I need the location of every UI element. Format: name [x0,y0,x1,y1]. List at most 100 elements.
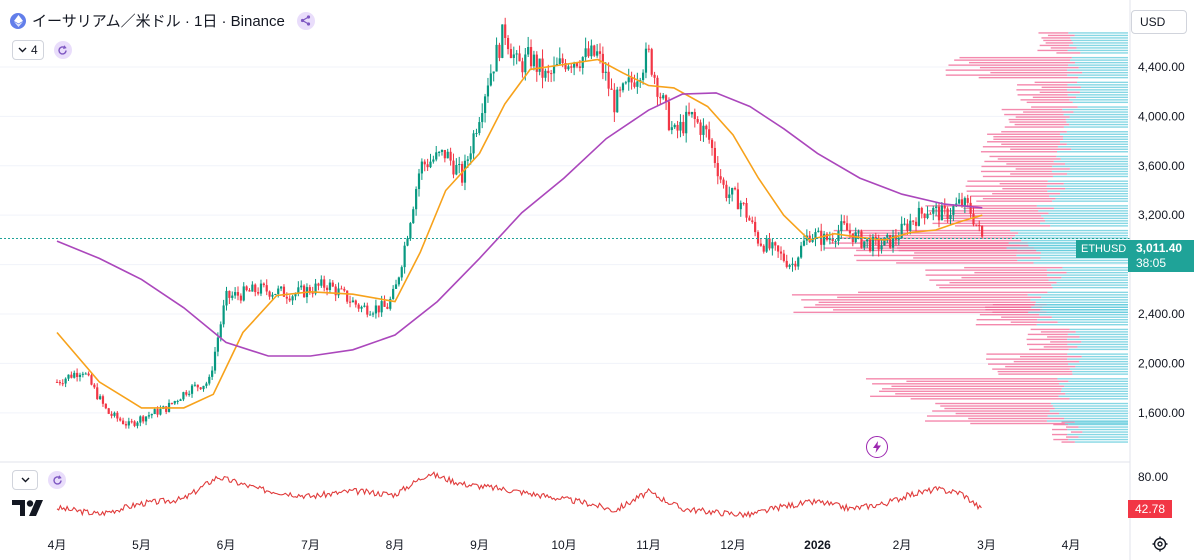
volume-bar-down [955,412,1060,415]
candle-body [415,189,418,210]
candle-body [667,101,671,131]
volume-bar-down [987,133,1060,135]
candle-body [420,161,423,174]
volume-bar-down [1005,365,1076,368]
candle-body [254,284,257,293]
volume-bar-down [925,269,1047,271]
volume-bar-down [935,402,1051,405]
candle-body [182,392,185,400]
candle-body [713,147,717,164]
symbol-price-tag: ETHUSD [1076,240,1132,258]
candle-body [641,72,645,81]
volume-bar-down [979,314,1040,316]
volume-bar-down [791,294,1028,296]
volume-bar-down [1053,438,1069,441]
volume-bar-down [959,56,1072,59]
price-tick-label: 4,000.00 [1138,109,1185,123]
volume-bar-down [856,259,1018,262]
share-icon[interactable] [296,11,315,30]
volume-bar-down [1043,39,1072,42]
volume-bar-down [1019,355,1082,358]
volume-bar-up [1050,225,1128,227]
volume-bar-up [1016,254,1128,257]
candle-body [271,294,274,297]
volume-bar-down [1020,99,1070,101]
candle-body [857,231,860,233]
indicator-collapse-button[interactable]: 4 [12,40,44,60]
rsi-collapse-button[interactable] [12,470,38,490]
candle-body [93,384,96,388]
candle-body [81,373,84,375]
candle-body [139,416,142,423]
volume-bar-up [1041,296,1128,299]
volume-bar-up [1046,185,1128,187]
volume-bar-down [839,237,1013,239]
lightning-icon[interactable] [866,436,888,458]
candle-body [121,420,125,425]
volume-bar-down [984,160,1054,163]
volume-bar-down [853,232,1019,234]
candle-body [58,382,61,384]
candle-body [386,306,389,309]
volume-bar-up [1039,314,1128,316]
month-label: 7月 [301,538,320,552]
volume-bar-up [1047,180,1128,182]
candle-body [733,187,737,190]
candle-body [598,51,602,54]
symbol-title[interactable]: イーサリアム／米ドル · 1日 · Binance [32,13,285,30]
candle-body [449,151,452,161]
volume-bar-down [861,239,1022,242]
candle-body [262,283,265,286]
volume-bar-down [803,306,1032,309]
candle-body [87,373,90,376]
volume-bar-down [974,271,1067,274]
candle-body [584,48,587,58]
volume-bar-down [980,151,1058,153]
volume-bar-down [981,165,1053,168]
candle-body [685,111,688,134]
month-label: 4月 [1062,538,1081,552]
candle-body [279,286,283,289]
settings-gear-icon[interactable] [1152,536,1168,557]
volume-bar-up [1060,158,1128,160]
volume-bar-down [1009,121,1067,123]
volume-bar-down [1037,49,1068,52]
refresh-icon[interactable] [53,41,72,59]
candle-body [170,402,174,404]
candle-body [188,393,191,395]
volume-bar-up [1048,212,1128,215]
candle-body [705,125,708,130]
volume-bar-up [1057,378,1128,380]
volume-bar-up [1057,146,1128,148]
ma-fast-line [56,58,983,409]
month-label: 6月 [217,538,236,552]
candle-body [912,220,915,222]
refresh-icon[interactable] [48,471,66,489]
volume-bar-up [1051,284,1128,286]
volume-bar-up [1071,148,1128,150]
candle-body [570,66,573,68]
ma-slow-line [56,92,983,357]
volume-bar-up [1071,39,1128,42]
rsi-axis: 80.00 [1138,470,1168,484]
volume-bar-down [949,281,1057,284]
candle-body [248,290,251,292]
volume-bar-down [1041,86,1081,89]
volume-bar-up [1066,143,1128,145]
volume-bar-down [891,385,1065,388]
volume-bar-down [1014,123,1070,126]
candle-body [728,194,731,199]
candle-body [498,44,501,58]
candle-body [412,209,415,224]
volume-bar-up [1048,279,1128,281]
candle-body [98,396,102,400]
candle-body [527,47,530,55]
candle-body [78,374,82,377]
volume-bar-up [1067,173,1128,175]
volume-bar-down [833,309,1040,311]
currency-select[interactable]: USD [1131,10,1187,34]
candle-body [800,245,803,258]
volume-bar-down [837,296,1042,299]
tradingview-logo-icon[interactable] [12,498,46,523]
